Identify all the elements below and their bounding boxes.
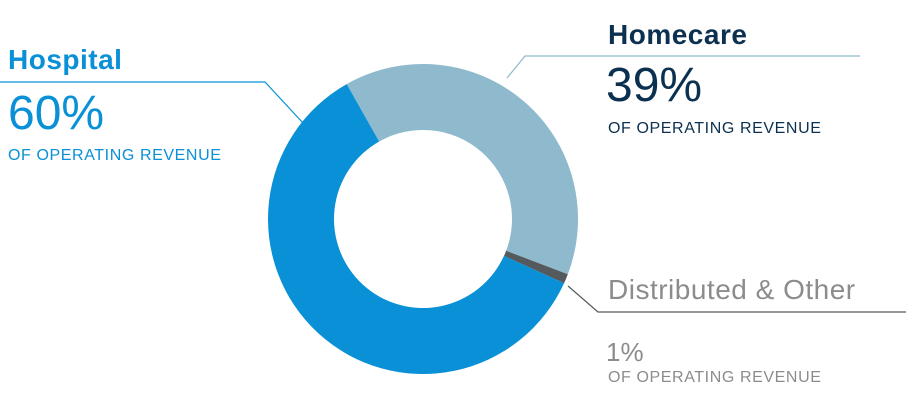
other-name: Distributed & Other (608, 274, 856, 305)
homecare-caption: OF OPERATING REVENUE (608, 120, 822, 137)
hospital-percent: 60% (8, 87, 105, 140)
homecare-leader-line (506, 55, 860, 79)
homecare-percent: 39% (606, 59, 703, 112)
other-caption: OF OPERATING REVENUE (608, 369, 822, 386)
hospital-caption: OF OPERATING REVENUE (8, 147, 222, 164)
hospital-slice (268, 84, 565, 375)
leader-lines (0, 55, 906, 313)
homecare-slice (346, 64, 578, 275)
other-percent: 1% (606, 337, 644, 367)
other-leader-line (567, 285, 906, 313)
other-slice (503, 250, 568, 284)
homecare-name: Homecare (608, 19, 748, 50)
donut-slices (268, 64, 578, 375)
hospital-name: Hospital (8, 44, 123, 75)
hospital-label: Hospital (8, 44, 122, 76)
hospital-leader-line (0, 81, 304, 124)
